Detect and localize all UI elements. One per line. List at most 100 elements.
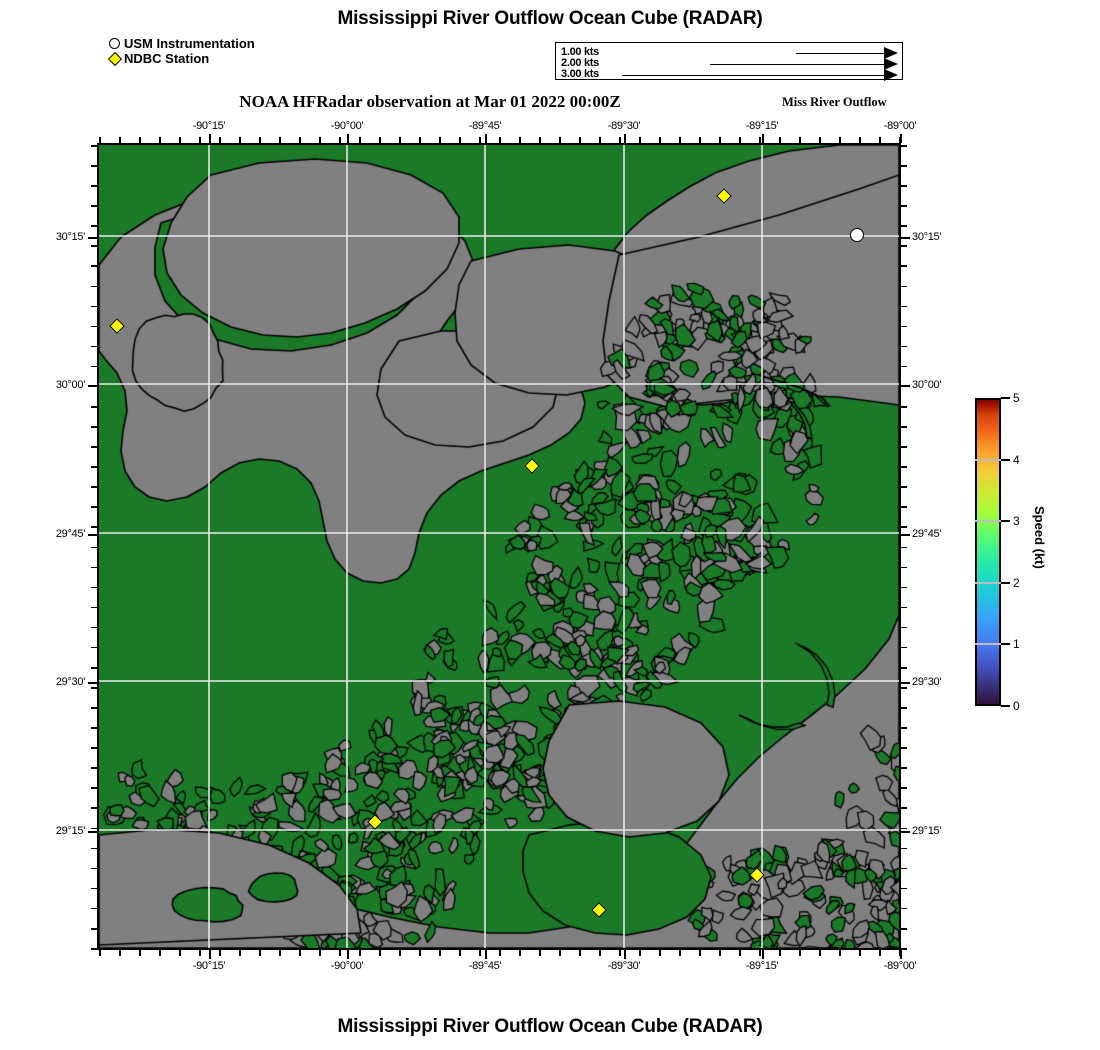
major-tick [624,950,626,959]
colorbar-tick [1001,705,1010,707]
tick-mark [179,950,181,956]
tick-mark [901,325,907,328]
arrow-shaft [796,53,884,54]
tick-mark [91,787,97,789]
x-axis-tick-label: -89°30' [607,960,641,972]
tick-mark [539,137,541,143]
scale-arrow-2: 2.00 kts [556,57,902,70]
tick-mark [339,950,341,956]
colorbar-gradient [975,398,1001,706]
tick-mark [901,365,907,368]
colorbar-tick [1001,458,1010,461]
major-tick [485,134,487,143]
tick-mark [879,137,881,143]
tick-mark [901,747,907,749]
arrow-head-icon [884,47,898,59]
tick-mark [699,950,701,956]
tick-mark [679,950,681,956]
tick-mark [799,950,801,956]
tick-mark [899,137,901,143]
y-axis-tick-label: 30°00' [55,379,85,391]
arrow-head-icon [884,69,898,81]
x-axis-tick-label: -90°15' [192,120,226,132]
legend-item-usm: USM Instrumentation [108,36,255,51]
colorbar-inner-tick [975,458,1001,461]
tick-mark [419,137,421,143]
y-axis-tick-label: 29°30' [55,676,85,688]
map-canvas[interactable] [97,143,901,950]
tick-mark [559,950,561,956]
tick-mark [399,950,401,956]
tick-mark [91,566,97,569]
tick-mark [639,950,641,956]
tick-mark [819,950,821,956]
tick-mark [379,950,381,956]
tick-mark [91,707,97,709]
major-tick [209,950,211,959]
axis-ticks-left [88,143,97,950]
tick-mark [91,767,97,769]
tick-mark [859,137,861,143]
major-tick [624,134,626,143]
major-tick [900,950,902,959]
tick-mark [519,137,521,143]
tick-mark [299,137,301,143]
tick-mark [99,950,101,956]
arrow-head-icon [884,58,898,70]
graticule [99,145,899,948]
tick-mark [519,950,521,956]
tick-mark [91,646,97,649]
circle-icon [108,38,121,49]
tick-mark [901,305,907,308]
tick-mark [219,950,221,956]
major-tick [901,237,910,239]
x-axis-tick-label: -89°15' [745,120,779,132]
arrow-shaft [710,64,884,65]
major-tick [88,682,97,684]
major-tick [347,134,349,143]
colorbar-inner-tick [975,643,1001,646]
usm-instrumentation-marker[interactable] [850,228,864,242]
tick-mark [901,646,907,649]
tick-mark [639,137,641,143]
major-tick [88,385,97,387]
tick-mark [599,137,601,143]
tick-mark [901,727,907,729]
tick-mark [901,165,907,167]
tick-mark [159,137,161,143]
tick-mark [901,948,907,950]
tick-mark [91,526,97,529]
tick-mark [901,405,907,408]
tick-mark [759,137,761,143]
tick-mark [91,747,97,749]
legend-label-usm: USM Instrumentation [124,36,255,51]
tick-mark [91,466,97,468]
tick-mark [91,285,97,288]
tick-mark [91,606,97,609]
tick-mark [91,405,97,408]
tick-mark [901,666,907,669]
tick-mark [459,950,461,956]
tick-mark [719,950,721,956]
tick-mark [579,137,581,143]
colorbar-title: Speed (kt) [1032,506,1047,569]
tick-mark [91,185,97,187]
tick-mark [359,950,361,956]
tick-mark [91,165,97,167]
major-tick [88,831,97,833]
tick-mark [839,137,841,143]
tick-mark [659,950,661,956]
tick-mark [91,546,97,549]
legend-item-ndbc: NDBC Station [107,51,255,66]
tick-mark [699,137,701,143]
tick-mark [239,950,241,956]
tick-mark [759,950,761,956]
tick-mark [439,137,441,143]
colorbar-tick [1001,397,1010,399]
tick-mark [499,950,501,956]
tick-mark [901,526,907,529]
tick-mark [779,137,781,143]
tick-mark [901,566,907,569]
tick-mark [219,137,221,143]
tick-mark [439,950,441,956]
